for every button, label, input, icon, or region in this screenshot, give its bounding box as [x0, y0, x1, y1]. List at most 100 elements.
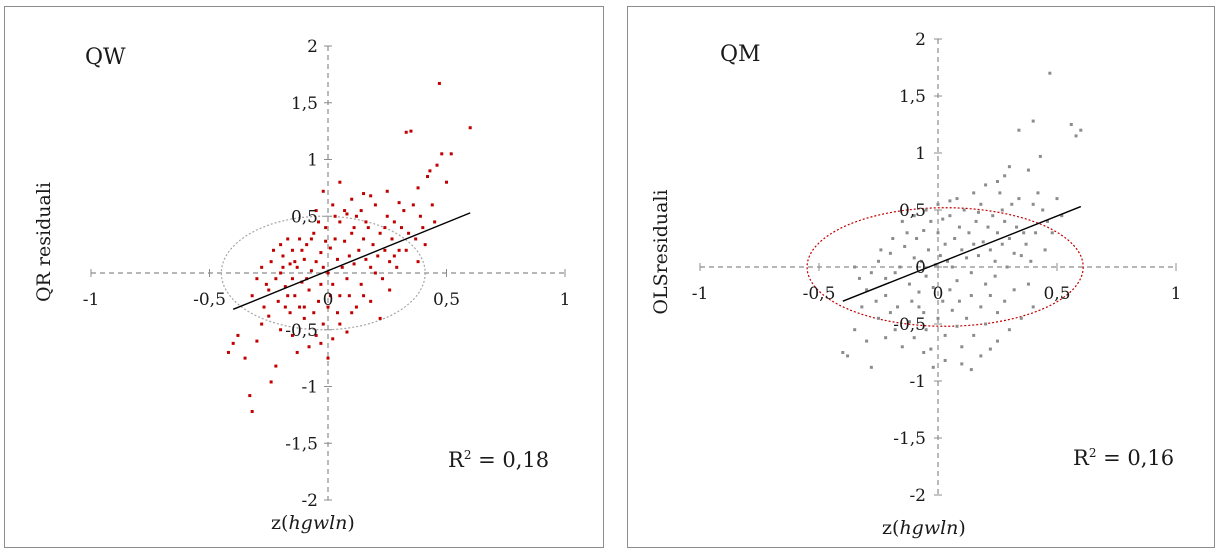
data-point: [1008, 165, 1011, 168]
data-point: [996, 231, 999, 234]
r-squared-value: = 0,18: [471, 448, 549, 472]
data-point: [255, 340, 258, 343]
data-point: [402, 209, 405, 212]
y-tick-label: -1: [909, 372, 926, 392]
data-point: [362, 294, 365, 297]
data-point: [398, 249, 401, 252]
y-tick-label: 0: [915, 258, 926, 278]
data-point: [348, 294, 351, 297]
data-point: [338, 294, 341, 297]
data-point: [270, 260, 273, 263]
data-point: [405, 249, 408, 252]
data-point: [393, 254, 396, 257]
data-point: [967, 231, 970, 234]
data-point: [1010, 203, 1013, 206]
data-point: [322, 323, 325, 326]
data-point: [1022, 231, 1025, 234]
data-point: [1008, 237, 1011, 240]
data-point: [970, 294, 973, 297]
data-point: [1006, 266, 1009, 269]
x-tick-label: -1: [83, 290, 100, 310]
data-point: [345, 277, 348, 280]
data-point: [274, 365, 277, 368]
data-point: [1015, 226, 1018, 229]
data-point: [979, 203, 982, 206]
data-point: [450, 152, 453, 155]
data-point: [343, 209, 346, 212]
data-point: [870, 271, 873, 274]
data-point: [1041, 209, 1044, 212]
data-point: [1013, 288, 1016, 291]
data-point: [884, 336, 887, 339]
data-point: [937, 317, 940, 320]
data-point: [937, 231, 940, 234]
data-point: [975, 220, 978, 223]
x-tick-label: 0: [933, 284, 944, 304]
data-point: [327, 272, 330, 275]
data-point: [360, 209, 363, 212]
data-point: [1017, 129, 1020, 132]
data-point: [267, 315, 270, 318]
data-point: [296, 266, 299, 269]
data-point: [409, 130, 412, 133]
data-point: [417, 260, 420, 263]
data-point: [1079, 129, 1082, 132]
data-point: [972, 243, 975, 246]
y-tick-label: -0,5: [285, 321, 318, 341]
data-point: [1039, 155, 1042, 158]
data-point: [350, 311, 353, 314]
data-point: [956, 279, 959, 282]
x-tick-label: 1: [1171, 284, 1182, 304]
data-point: [298, 306, 301, 309]
data-point: [338, 181, 341, 184]
data-point: [948, 288, 951, 291]
data-point: [884, 277, 887, 280]
data-point: [922, 351, 925, 354]
data-point: [948, 214, 951, 217]
y-tick-label: 0,5: [899, 201, 926, 221]
y-tick-label: -1,5: [893, 429, 926, 449]
data-point: [319, 283, 322, 286]
data-point: [291, 277, 294, 280]
data-point: [965, 317, 968, 320]
x-tick-label: 0: [323, 290, 334, 310]
data-point: [289, 262, 292, 265]
data-point: [944, 243, 947, 246]
data-point: [369, 266, 372, 269]
data-point: [303, 317, 306, 320]
r-squared-annotation: R2 = 0,18: [448, 448, 549, 472]
data-point: [1025, 243, 1028, 246]
data-point: [989, 248, 992, 251]
data-point: [908, 283, 911, 286]
data-point: [345, 212, 348, 215]
y-tick-label: 2: [307, 37, 318, 57]
data-point: [379, 232, 382, 235]
data-point: [400, 226, 403, 229]
chart-panel-qw: -1 -0,5 0 0,5 1 2 1,5 1 0,5 -0,5 -1 -1,5 -2 QW R2 = 0,…: [4, 6, 604, 548]
data-point: [291, 249, 294, 252]
data-point: [951, 266, 954, 269]
data-point: [1029, 260, 1032, 263]
x-axis-label-variable: hgwln: [899, 517, 958, 539]
data-point: [260, 323, 263, 326]
x-axis-label-variable: hgwln: [288, 512, 347, 534]
data-point: [398, 201, 401, 204]
data-point: [1017, 197, 1020, 200]
data-point: [1020, 254, 1023, 257]
data-point: [374, 203, 377, 206]
data-point: [960, 248, 963, 251]
data-point: [965, 256, 968, 259]
data-point: [279, 328, 282, 331]
data-point: [445, 181, 448, 184]
data-point: [996, 180, 999, 183]
data-point: [438, 82, 441, 85]
data-point: [1008, 328, 1011, 331]
data-point: [875, 300, 878, 303]
x-axis-label-prefix: z(: [882, 517, 899, 539]
data-point: [979, 305, 982, 308]
data-point: [956, 325, 959, 328]
data-point: [324, 240, 327, 243]
data-point: [393, 220, 396, 223]
data-point: [265, 283, 268, 286]
